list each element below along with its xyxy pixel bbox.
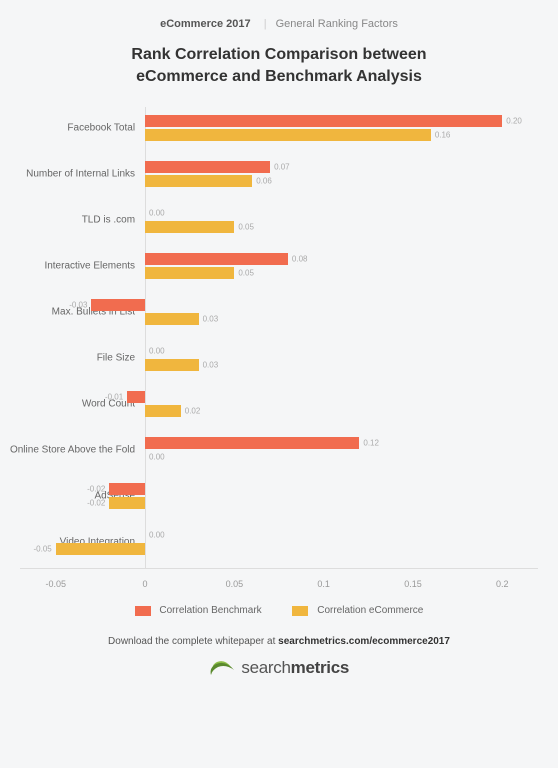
header-tag: eCommerce 2017 — [160, 18, 251, 30]
bar-ecommerce — [145, 129, 431, 141]
bar-ecommerce — [109, 497, 145, 509]
bar-benchmark — [145, 437, 359, 449]
category-label: Facebook Total — [0, 123, 145, 134]
bar-value-label: -0.03 — [69, 301, 87, 310]
brand-text-bold: metrics — [291, 658, 349, 677]
x-axis-line — [20, 568, 538, 569]
bar-value-label: 0.20 — [506, 117, 522, 126]
x-tick-label: 0.15 — [404, 579, 422, 589]
bar-value-label: 0.06 — [256, 177, 272, 186]
category-label: Word Count — [0, 399, 145, 410]
bar-benchmark — [127, 391, 145, 403]
searchmetrics-icon — [209, 657, 235, 679]
bar-value-label: 0.02 — [185, 407, 201, 416]
x-tick-label: 0.2 — [496, 579, 509, 589]
page-header: eCommerce 2017 | General Ranking Factors — [0, 0, 558, 44]
footer-link: searchmetrics.com/ecommerce2017 — [278, 636, 450, 647]
bar-value-label: 0.03 — [203, 361, 219, 370]
legend-swatch-ecommerce — [292, 606, 308, 616]
bar-value-label: 0.07 — [274, 163, 290, 172]
chart-title: Rank Correlation Comparison between eCom… — [0, 44, 558, 107]
bar-value-label: 0.03 — [203, 315, 219, 324]
bar-ecommerce — [145, 221, 234, 233]
category-label: Online Store Above the Fold — [0, 445, 145, 456]
bar-ecommerce — [145, 175, 252, 187]
bar-value-label: -0.01 — [105, 393, 123, 402]
bar-value-label: -0.02 — [87, 485, 105, 494]
bar-value-label: 0.16 — [435, 131, 451, 140]
category-label: TLD is .com — [0, 215, 145, 226]
x-tick-label: -0.05 — [45, 579, 66, 589]
category-row: Online Store Above the Fold0.120.00 — [20, 437, 538, 463]
category-row: Max. Bullets in List-0.030.03 — [20, 299, 538, 325]
footer-text: Download the complete whitepaper at sear… — [0, 630, 558, 657]
legend-swatch-benchmark — [135, 606, 151, 616]
bar-value-label: 0.00 — [149, 347, 165, 356]
bar-ecommerce — [56, 543, 145, 555]
chart-title-line2: eCommerce and Benchmark Analysis — [20, 66, 538, 88]
legend-item-ecommerce: Correlation eCommerce — [292, 605, 423, 616]
bar-value-label: 0.12 — [363, 439, 379, 448]
bar-benchmark — [91, 299, 145, 311]
correlation-chart: -0.0500.050.10.150.2Facebook Total0.200.… — [20, 107, 538, 597]
bar-value-label: -0.02 — [87, 499, 105, 508]
category-row: AdSense-0.02-0.02 — [20, 483, 538, 509]
category-label: Interactive Elements — [0, 261, 145, 272]
bar-value-label: 0.05 — [238, 269, 254, 278]
category-row: Facebook Total0.200.16 — [20, 115, 538, 141]
x-tick-label: 0 — [143, 579, 148, 589]
bar-benchmark — [145, 161, 270, 173]
category-row: File Size0.000.03 — [20, 345, 538, 371]
bar-ecommerce — [145, 313, 199, 325]
category-row: TLD is .com0.000.05 — [20, 207, 538, 233]
bar-value-label: 0.08 — [292, 255, 308, 264]
footer-prefix: Download the complete whitepaper at — [108, 636, 278, 647]
header-divider: | — [264, 18, 267, 30]
brand-logo: searchmetrics — [0, 657, 558, 693]
brand-text-normal: search — [241, 658, 290, 677]
category-row: Interactive Elements0.080.05 — [20, 253, 538, 279]
category-row: Number of Internal Links0.070.06 — [20, 161, 538, 187]
category-label: File Size — [0, 353, 145, 364]
legend-label-ecommerce: Correlation eCommerce — [317, 605, 423, 616]
chart-title-line1: Rank Correlation Comparison between — [20, 44, 538, 66]
bar-value-label: 0.00 — [149, 453, 165, 462]
legend-item-benchmark: Correlation Benchmark — [135, 605, 262, 616]
bar-ecommerce — [145, 405, 181, 417]
chart-legend: Correlation Benchmark Correlation eComme… — [0, 597, 558, 630]
bar-benchmark — [109, 483, 145, 495]
category-row: Word Count-0.010.02 — [20, 391, 538, 417]
bar-value-label: -0.05 — [34, 545, 52, 554]
category-row: Video Integration0.00-0.05 — [20, 529, 538, 555]
category-label: Number of Internal Links — [0, 169, 145, 180]
bar-value-label: 0.00 — [149, 209, 165, 218]
bar-value-label: 0.05 — [238, 223, 254, 232]
bar-value-label: 0.00 — [149, 531, 165, 540]
brand-text: searchmetrics — [241, 658, 349, 677]
x-tick-label: 0.1 — [317, 579, 330, 589]
bar-ecommerce — [145, 359, 199, 371]
x-tick-label: 0.05 — [226, 579, 244, 589]
bar-benchmark — [145, 115, 502, 127]
header-section: General Ranking Factors — [276, 18, 398, 30]
bar-benchmark — [145, 253, 288, 265]
legend-label-benchmark: Correlation Benchmark — [159, 605, 261, 616]
bar-ecommerce — [145, 267, 234, 279]
